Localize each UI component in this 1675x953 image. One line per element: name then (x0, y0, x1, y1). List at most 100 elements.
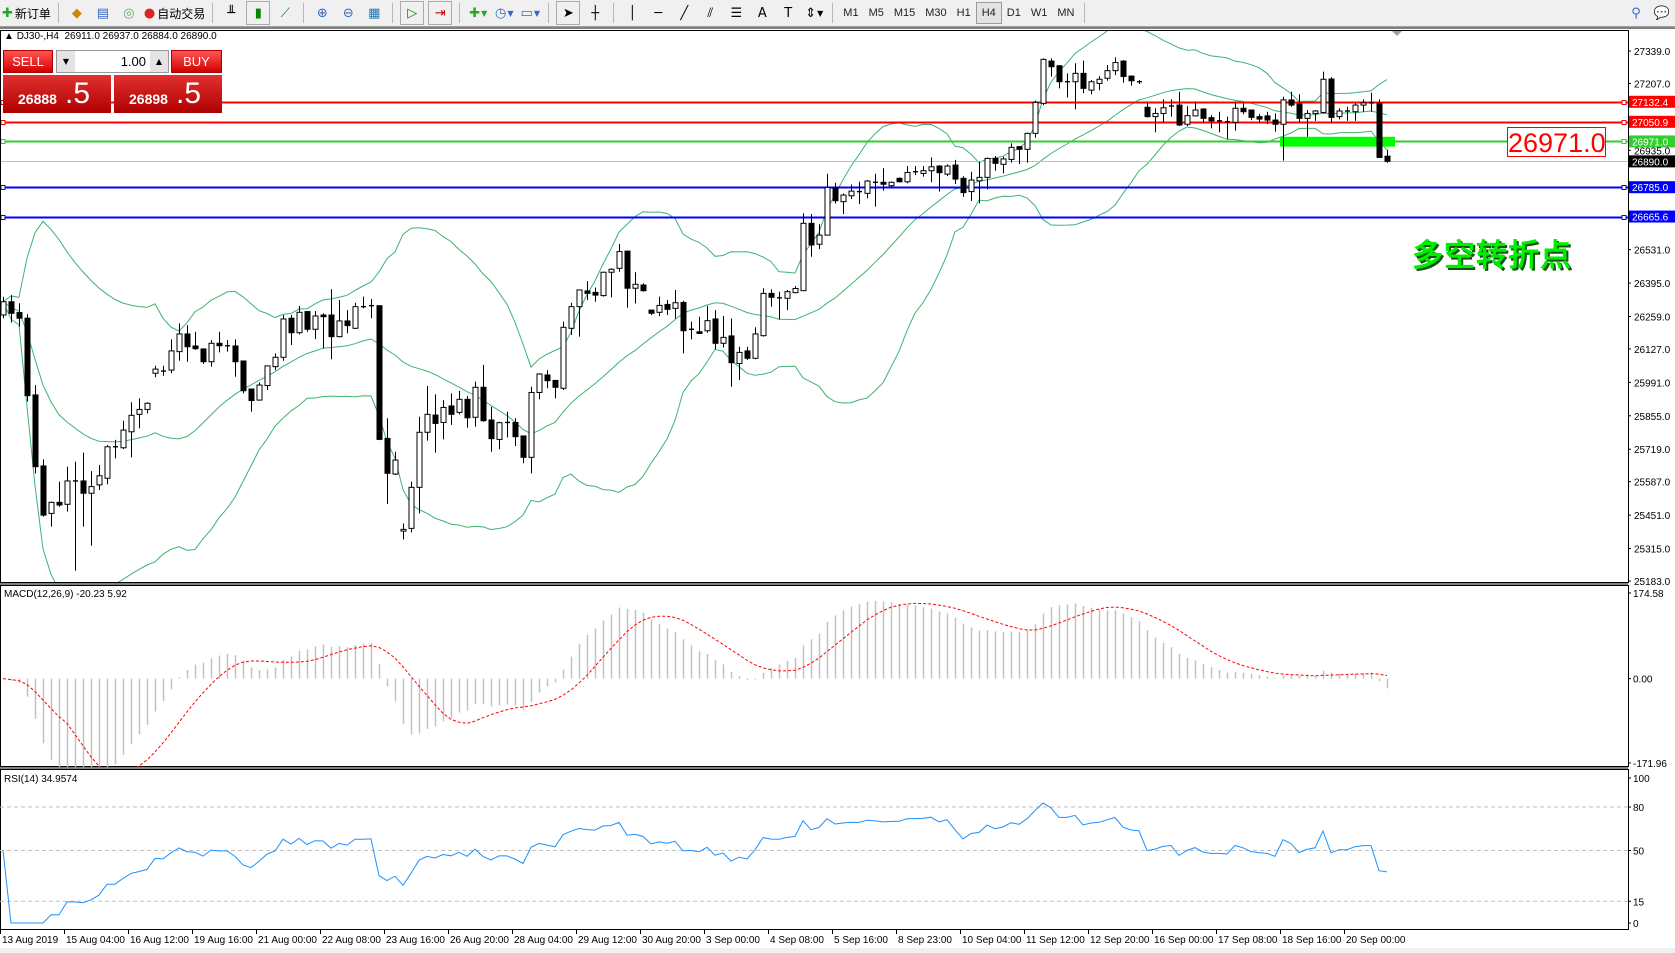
zoom-in-icon[interactable]: ⊕ (316, 5, 328, 21)
candle-body (1384, 155, 1391, 162)
candle (512, 418, 519, 447)
timeframe-mn[interactable]: MN (1057, 7, 1075, 19)
macd-axis-label: 0.00 (1633, 675, 1653, 686)
candle (40, 459, 47, 517)
price-line-label: 26785.0 (1632, 183, 1669, 194)
buy-price-big: .5 (176, 77, 202, 110)
macd-axis-label: 174.58 (1633, 589, 1664, 600)
price-line-label: 27132.4 (1632, 98, 1669, 109)
candle (592, 287, 599, 302)
candle-body (216, 342, 223, 347)
candle-body (1104, 70, 1111, 79)
cursor-icon[interactable]: ➤ (556, 1, 581, 25)
rsi-axis-label: 80 (1633, 803, 1645, 814)
candle-body (240, 360, 247, 392)
timeframe-d1[interactable]: D1 (1006, 7, 1021, 19)
candle-body (296, 311, 303, 334)
timeframe-w1[interactable]: W1 (1030, 7, 1048, 19)
candle-body (792, 287, 799, 294)
navigator-icon[interactable]: ▤ (96, 5, 110, 21)
candle-body (1160, 107, 1167, 114)
zoom-out-icon[interactable]: ⊖ (342, 5, 354, 21)
toolbar-separator (212, 3, 214, 23)
candle (369, 299, 374, 319)
price-line-label-bg (1629, 210, 1675, 223)
price-line-label: 26890.0 (1632, 157, 1669, 168)
chart-shift-icon[interactable]: ⇥ (428, 1, 453, 25)
templates-icon[interactable]: ▭ ▼ (520, 5, 540, 21)
lot-size-stepper[interactable]: ▼ 1.00 ▲ (56, 50, 169, 73)
candle (632, 272, 639, 304)
equidistant-channel-icon[interactable]: ⫽ (707, 5, 714, 21)
pivot-annotation-text[interactable]: 多空转折点 (1412, 238, 1572, 274)
candle (32, 385, 39, 474)
time-axis-label: 11 Sep 12:00 (1026, 935, 1085, 946)
timeframe-m15[interactable]: M15 (893, 7, 916, 19)
collapse-triangle-icon[interactable]: ▲ (4, 31, 17, 42)
trendline-icon[interactable]: ╱ (680, 5, 689, 21)
horizontal-line-icon[interactable]: ─ (654, 5, 663, 21)
price-callout-label[interactable]: 26971.0 (1507, 127, 1606, 158)
candle (1320, 71, 1327, 114)
timeframe-m1[interactable]: M1 (843, 7, 859, 19)
candle-body (80, 480, 87, 494)
candle (968, 171, 975, 201)
buy-price-box[interactable]: 26898 .5 (114, 75, 222, 113)
crosshair-icon[interactable]: ┼ (591, 5, 600, 21)
price-line-label-bg (1629, 135, 1675, 148)
candle-body (1320, 78, 1327, 113)
timeframe-h1[interactable]: H1 (956, 7, 971, 19)
auto-scroll-icon[interactable]: ▷ (400, 1, 425, 25)
candle (680, 300, 687, 354)
search-icon[interactable]: ⚲ (1631, 5, 1641, 21)
timeframe-m30[interactable]: M30 (925, 7, 947, 19)
candle (712, 310, 719, 350)
indicators-icon[interactable]: ✚ ▼ (469, 5, 488, 21)
sell-price-box[interactable]: 26888 .5 (3, 75, 111, 113)
sell-button[interactable]: SELL (3, 50, 53, 73)
buy-button[interactable]: BUY (171, 50, 222, 73)
candle (113, 439, 118, 459)
arrows-icon[interactable]: ⇕ ▼ (805, 5, 824, 21)
rsi-pane-frame (0, 769, 1629, 930)
time-axis-label: 22 Aug 08:00 (322, 935, 381, 946)
candle (1280, 96, 1287, 161)
fibonacci-icon[interactable]: ☰ (730, 5, 743, 21)
sell-price-main: 26888 (18, 91, 57, 107)
candle-body (696, 331, 703, 334)
toolbar-separator (832, 3, 834, 23)
lot-decrease-icon[interactable]: ▼ (57, 51, 75, 72)
bollinger-lower-line (2, 126, 1388, 582)
lot-increase-icon[interactable]: ▲ (150, 51, 168, 72)
auto-trading-button[interactable]: ● 自动交易 (143, 5, 206, 21)
candle-body (944, 165, 951, 175)
candle-body (1176, 104, 1183, 126)
line-chart-icon[interactable]: ⟋ (280, 5, 290, 21)
candle (1369, 92, 1374, 112)
candle-body (1336, 110, 1343, 118)
tile-windows-icon[interactable]: ▦ (368, 5, 381, 21)
macd-pane (2, 600, 1389, 767)
price-axis-label: 25587.0 (1634, 478, 1671, 489)
chat-icon[interactable]: 💬 (1653, 5, 1671, 21)
data-window-icon[interactable]: ◎ (123, 5, 135, 21)
text-icon[interactable]: A (757, 5, 767, 21)
candlestick-icon[interactable]: ▮ (246, 1, 271, 25)
candle-body (64, 480, 71, 505)
bar-chart-icon[interactable]: ╨ (227, 5, 236, 21)
candle (976, 161, 983, 204)
vertical-line-icon[interactable]: │ (628, 5, 637, 21)
candle (832, 182, 839, 204)
timeframe-m5[interactable]: M5 (868, 7, 884, 19)
candle-body (976, 176, 983, 182)
market-watch-icon[interactable]: ◆ (71, 5, 82, 21)
periodicity-icon[interactable]: ◷ ▼ (495, 5, 514, 21)
candle-body (384, 437, 391, 474)
lot-size-input[interactable]: 1.00 (120, 54, 146, 69)
text-label-icon[interactable]: T (784, 5, 793, 21)
candle-body (552, 379, 559, 388)
new-order-button[interactable]: ✚ 新订单 (2, 5, 51, 21)
timeframe-h4[interactable]: H4 (975, 2, 1002, 24)
candle (1200, 108, 1207, 124)
